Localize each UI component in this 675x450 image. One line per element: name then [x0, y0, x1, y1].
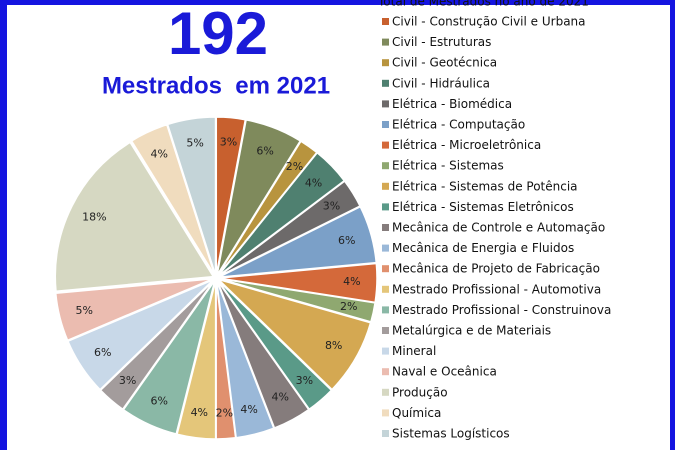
slice-label: 4%	[343, 275, 360, 288]
pie-slice	[218, 180, 361, 278]
slice-label: 4%	[305, 176, 322, 189]
slice-label: 6%	[256, 144, 273, 157]
legend-label: Metalúrgica e de Materiais	[392, 324, 551, 338]
legend-swatch	[382, 38, 389, 46]
slice-label: 5%	[186, 137, 203, 150]
legend-label: Mecânica de Projeto de Fabricação	[392, 262, 600, 276]
legend-swatch	[382, 182, 389, 190]
legend-label: Civil - Geotécnica	[392, 56, 497, 70]
slice-label: 3%	[220, 136, 237, 149]
pie-slice	[218, 277, 376, 323]
legend-swatch	[382, 388, 389, 396]
legend-label: Mestrado Profissional - Construinova	[392, 303, 611, 317]
legend-swatch	[382, 18, 389, 25]
legend-label: Civil - Construção Civil e Urbana	[392, 15, 586, 29]
slice-label: 6%	[150, 394, 167, 407]
legend-label: Elétrica - Computação	[392, 118, 525, 132]
legend-label: Naval e Oceânica	[392, 365, 497, 379]
slice-label: 6%	[94, 346, 111, 359]
legend-label: Mecânica de Energia e Fluidos	[392, 241, 574, 255]
chart-title: 192	[168, 0, 268, 67]
legend-label: Elétrica - Sistemas	[392, 159, 504, 173]
slice-label: 4%	[150, 148, 167, 161]
slice-label: 3%	[323, 199, 340, 212]
legend-swatch	[382, 162, 389, 170]
pie-slice	[99, 279, 215, 411]
legend-swatch	[382, 100, 389, 108]
slice-label: 8%	[325, 339, 342, 352]
pie-slice	[218, 205, 378, 278]
pie-slice	[67, 278, 215, 391]
legend-swatch	[382, 347, 389, 355]
slice-label: 6%	[338, 234, 355, 247]
legend-swatch	[382, 244, 389, 252]
legend-label: Produção	[392, 385, 448, 399]
legend-swatch	[382, 285, 389, 293]
legend-swatch	[382, 368, 389, 376]
legend-label: Elétrica - Sistemas de Potência	[392, 179, 578, 193]
legend-swatch	[382, 79, 389, 87]
legend-label: Civil - Estruturas	[392, 35, 491, 49]
legend-swatch	[382, 327, 389, 334]
slice-label: 4%	[240, 403, 257, 416]
legend-swatch	[382, 430, 389, 437]
legend-swatch	[382, 141, 389, 149]
legend-label: Mecânica de Controle e Automação	[392, 221, 605, 235]
pie-slice	[54, 141, 215, 293]
pie: 3%6%2%4%3%6%4%2%8%3%4%4%2%4%6%3%6%5%18%4…	[54, 116, 378, 440]
pie-slice	[216, 119, 302, 276]
legend-label: Elétrica - Sistemas Eletrônicos	[392, 200, 574, 214]
legend-swatch	[382, 224, 389, 231]
slice-label: 2%	[340, 300, 357, 313]
pie-slice	[122, 280, 216, 435]
slice-label: 18%	[82, 210, 106, 223]
legend-label: Química	[392, 406, 441, 420]
legend-swatch	[382, 59, 389, 67]
slice-label: 4%	[272, 391, 289, 404]
legend-title: Total de Mestrados no ano de 2021	[377, 0, 589, 9]
legend-swatch	[382, 121, 389, 128]
chart-subtitle: Mestrados em 2021	[102, 72, 330, 99]
pie-slice	[176, 280, 217, 440]
legend: Civil - Construção Civil e Urbana Civil -…	[382, 15, 611, 441]
pie-slice	[54, 277, 214, 342]
slice-label: 4%	[191, 406, 208, 419]
legend-swatch	[382, 306, 389, 314]
legend-swatch	[382, 409, 389, 417]
pie-slice	[218, 278, 372, 391]
slice-label: 2%	[286, 160, 303, 173]
legend-label: Mestrado Profissional - Automotiva	[392, 282, 601, 296]
slice-label: 3%	[119, 374, 136, 387]
pie-slice	[130, 123, 216, 276]
legend-label: Mineral	[392, 344, 436, 358]
legend-label: Sistemas Logísticos	[392, 427, 510, 441]
slice-label: 3%	[296, 374, 313, 387]
legend-swatch	[382, 203, 389, 211]
legend-label: Elétrica - Biomédica	[392, 97, 512, 111]
legend-label: Elétrica - Microeletrônica	[392, 138, 541, 152]
legend-label: Civil - Hidráulica	[392, 76, 490, 90]
slice-label: 2%	[216, 407, 233, 420]
slice-label: 5%	[75, 304, 92, 317]
pie-slice	[166, 116, 217, 276]
legend-swatch	[382, 265, 389, 273]
